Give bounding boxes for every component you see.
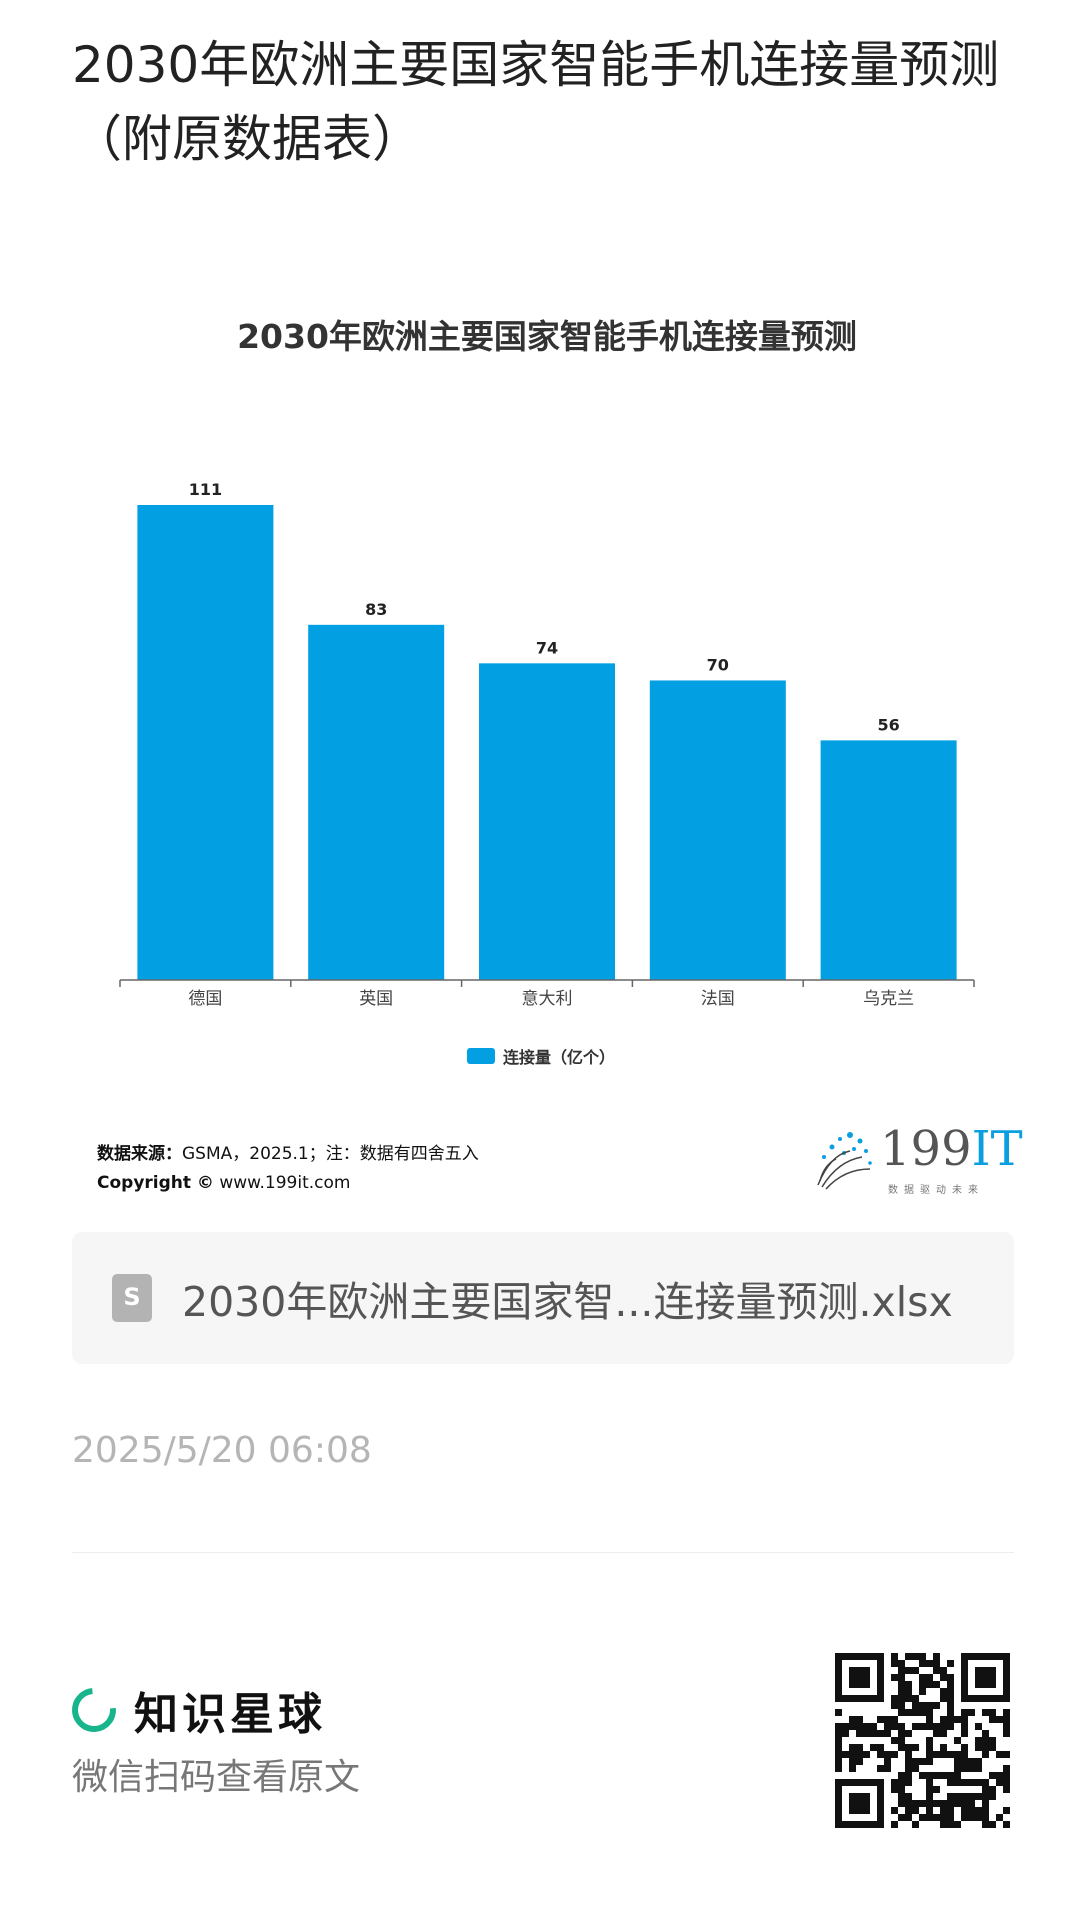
bar-0 <box>137 505 274 980</box>
brand: 知识星球 <box>63 1679 326 1741</box>
logo-wordmark: 199IT <box>880 1121 1023 1177</box>
copyright-url: www.199it.com <box>219 1173 351 1193</box>
bar-1 <box>308 624 445 980</box>
copyright-label: Copyright © <box>97 1173 214 1193</box>
brand-name: 知识星球 <box>134 1689 326 1740</box>
data-source: 数据来源：GSMA，2025.1；注：数据有四舍五入 Copyright © w… <box>97 1140 479 1198</box>
x-tick-label-0: 德国 <box>188 989 222 1009</box>
x-tick-label-4: 乌克兰 <box>863 989 914 1009</box>
scan-instruction: 微信扫码查看原文 <box>72 1757 361 1798</box>
logo-digits: 199 <box>880 1121 972 1177</box>
data-label-2: 74 <box>536 638 558 657</box>
source-line: 数据来源：GSMA，2025.1；注：数据有四舍五入 <box>97 1140 479 1169</box>
legend-label: 连接量（亿个） <box>503 1048 616 1067</box>
chart-legend: 连接量（亿个） <box>467 1044 615 1068</box>
x-tick-label-3: 法国 <box>701 989 735 1009</box>
spreadsheet-file-icon <box>112 1274 152 1322</box>
data-label-0: 111 <box>189 480 222 499</box>
qr-code-icon[interactable] <box>834 1652 1010 1828</box>
copyright-line: Copyright © www.199it.com <box>97 1169 479 1198</box>
199it-logo: 199IT 数据驱动未来 <box>810 1121 1023 1205</box>
post-timestamp: 2025/5/20 06:08 <box>72 1430 372 1471</box>
data-label-4: 56 <box>877 715 899 734</box>
chart-title: 2030年欧洲主要国家智能手机连接量预测 <box>237 317 857 356</box>
zsxq-logo-icon <box>63 1679 125 1741</box>
attachment-card[interactable]: 2030年欧洲主要国家智...连接量预测.xlsx <box>72 1232 1014 1364</box>
data-label-1: 83 <box>365 600 387 619</box>
dots-logo-icon <box>817 1132 872 1190</box>
x-tick-label-1: 英国 <box>359 989 393 1009</box>
chart-card: 2030年欧洲主要国家智能手机连接量预测 111 德国 83 英国 74 意大利 70 法国 5… <box>72 270 1023 1210</box>
attachment-filename: 2030年欧洲主要国家智...连接量预测.xlsx <box>182 1278 953 1326</box>
bar-4 <box>820 740 957 980</box>
page-title: 2030年欧洲主要国家智能手机连接量预测（附原数据表） <box>72 36 1000 168</box>
bar-2 <box>479 663 615 980</box>
legend-swatch <box>467 1048 495 1064</box>
x-tick-label-2: 意大利 <box>522 989 573 1009</box>
logo-tagline: 数据驱动未来 <box>888 1185 984 1196</box>
logo-it: IT <box>971 1121 1023 1177</box>
source-text: GSMA，2025.1；注：数据有四舍五入 <box>182 1144 479 1164</box>
divider <box>72 1552 1014 1553</box>
source-label: 数据来源： <box>97 1144 182 1164</box>
data-label-3: 70 <box>707 655 729 674</box>
bar-3 <box>649 680 786 980</box>
bar-chart: 111 德国 83 英国 74 意大利 70 法国 56 乌克兰 <box>119 480 975 1009</box>
